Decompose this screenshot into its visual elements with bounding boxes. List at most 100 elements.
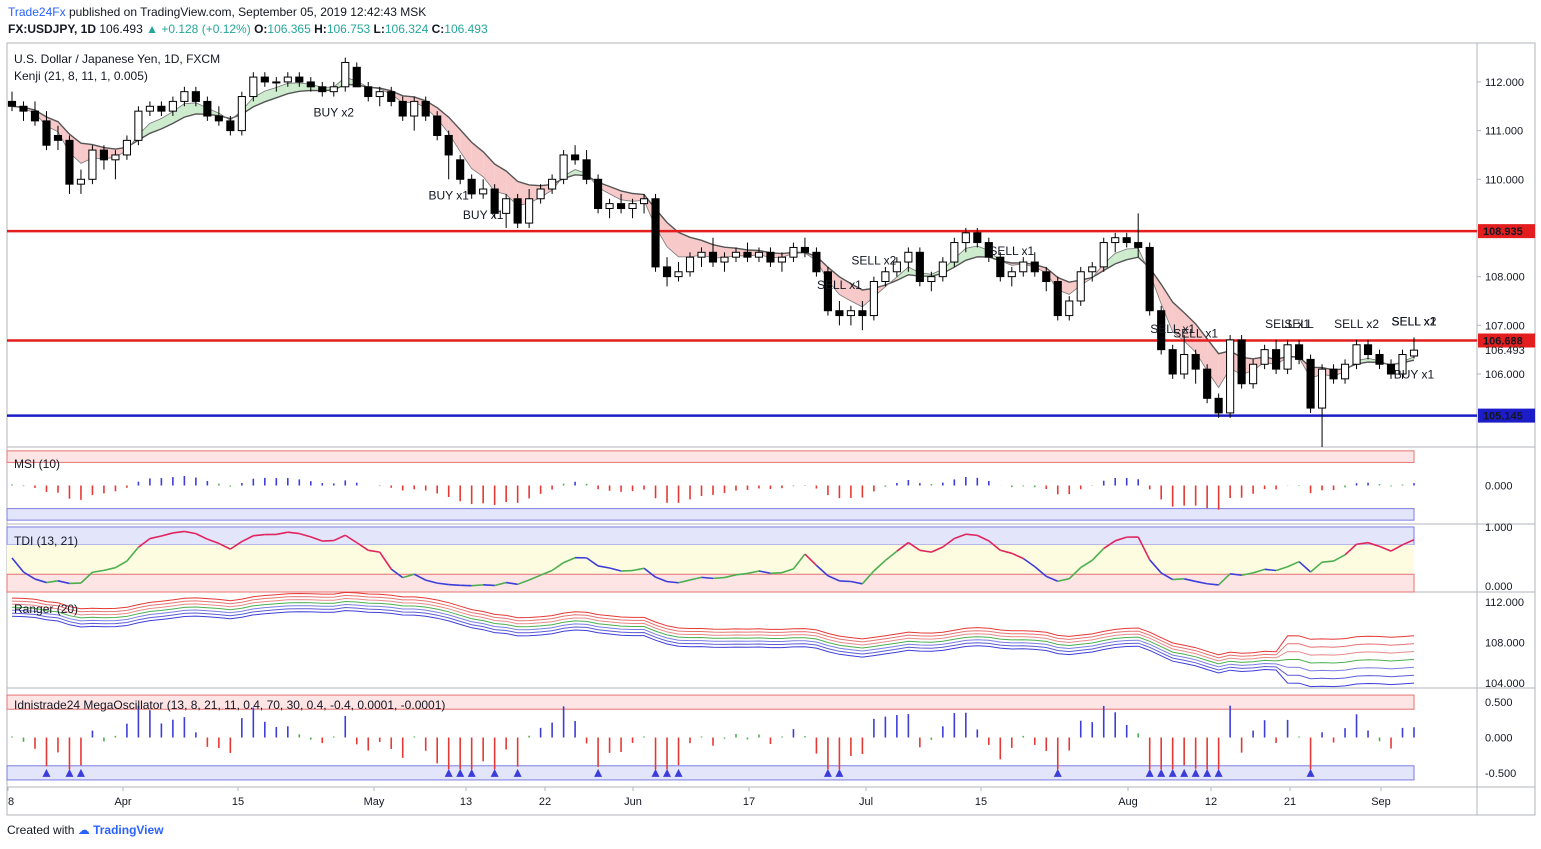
price-tick-label: 110.000 — [1485, 174, 1524, 186]
buy-signal-label: BUY x2 — [314, 106, 355, 120]
tdi-line-segment — [701, 576, 714, 580]
candle-body — [88, 149, 97, 180]
kenji-ribbon-segment — [839, 276, 851, 302]
osc-buy-marker — [1180, 768, 1189, 777]
tdi-line-segment — [770, 571, 782, 575]
candle-body — [1065, 300, 1074, 317]
tdi-line-segment — [494, 581, 507, 587]
time-tick-label: May — [364, 796, 385, 808]
tdi-line-segment — [471, 584, 484, 587]
tdi-line-segment — [1287, 560, 1300, 568]
candle-body — [754, 251, 764, 258]
tdi-line-segment — [712, 576, 725, 580]
candle-body — [697, 251, 706, 258]
tdi-line-segment — [1034, 566, 1047, 577]
msi-lower-band — [6, 508, 1415, 521]
candle-body — [1318, 368, 1327, 409]
candle-body — [651, 198, 660, 268]
osc-buy-marker — [490, 768, 499, 777]
tdi-line-segment — [1356, 541, 1369, 546]
tdi-line-segment — [92, 569, 105, 574]
candle-body — [743, 251, 752, 258]
tdi-line-segment — [1045, 575, 1059, 582]
candle-body — [145, 105, 154, 112]
sell-signal-label: SELL x1 — [989, 244, 1034, 258]
tdi-line-segment — [413, 573, 427, 581]
tdi-line-segment — [1137, 536, 1151, 561]
sell-signal-label: SELL — [1284, 317, 1314, 331]
tdi-line-segment — [1011, 552, 1024, 560]
candle-body — [283, 76, 292, 83]
candle-body — [444, 134, 453, 156]
candle-body — [467, 178, 476, 195]
candle-body — [111, 154, 120, 161]
candle-body — [203, 100, 212, 117]
sell-signal-label: SELL x2 — [1334, 317, 1379, 331]
tdi-line-segment — [1252, 568, 1265, 574]
high-label: H: — [314, 22, 327, 36]
candle-body — [456, 159, 465, 180]
tdi-line-segment — [195, 532, 208, 540]
tdi-line-segment — [1091, 547, 1105, 561]
tdi-line-segment — [1275, 565, 1288, 572]
candle-body — [904, 251, 913, 263]
tdi-line-segment — [1298, 561, 1312, 573]
candle-body — [398, 100, 407, 117]
tdi-line-segment — [1310, 561, 1323, 573]
tdi-line-segment — [747, 570, 760, 575]
candle-body — [950, 242, 959, 263]
ranger-pane-title: Ranger (20) — [14, 602, 78, 616]
tdi-line-segment — [299, 532, 312, 538]
tdi-line-segment — [1333, 554, 1346, 562]
kenji-ribbon-segment — [1161, 284, 1173, 332]
main-indicator-label: Kenji (21, 8, 11, 1, 0.005) — [14, 69, 148, 83]
kenji-ribbon-segment — [287, 82, 300, 94]
candle-body — [858, 310, 867, 317]
time-tick-label: Aug — [1118, 796, 1138, 808]
tdi-line-segment — [310, 536, 323, 542]
tdi-line-segment — [333, 534, 346, 542]
tdi-line-segment — [448, 583, 461, 587]
candle-body — [318, 86, 327, 93]
candle-body — [984, 242, 993, 258]
tdi-line-segment — [781, 568, 794, 574]
candle-body — [1111, 237, 1120, 244]
price-tick-label: 106.000 — [1485, 369, 1525, 381]
tdi-line-segment — [1057, 577, 1070, 583]
time-tick-label: 13 — [460, 796, 472, 808]
chart-frame — [6, 42, 1536, 816]
ranger-band-line — [11, 600, 1415, 665]
candle-body — [352, 66, 361, 88]
ranger-tick-label: 112.000 — [1485, 597, 1524, 609]
tdi-line-segment — [873, 559, 886, 572]
tdi-line-segment — [827, 575, 840, 582]
candle-body — [639, 198, 649, 205]
tdi-line-segment — [1367, 541, 1380, 548]
candle-body — [1099, 242, 1108, 268]
tdi-line-segment — [1230, 573, 1242, 577]
candle-body — [869, 281, 878, 317]
candle-body — [479, 188, 488, 195]
tdi-line-segment — [528, 574, 541, 581]
candle-body — [1226, 339, 1235, 414]
ranger-tick-label: 104.000 — [1485, 678, 1525, 690]
tdi-line-segment — [80, 571, 93, 584]
osc-buy-marker — [1306, 768, 1315, 777]
ranger-band-line — [11, 603, 1415, 672]
candle-body — [1145, 246, 1154, 312]
tdi-line-segment — [1160, 572, 1174, 581]
last-price-axis-label: 106.493 — [1485, 345, 1525, 357]
kenji-ribbon-segment — [1126, 248, 1139, 260]
tdi-line-segment — [597, 565, 610, 569]
tdi-line-segment — [23, 571, 36, 580]
osc-buy-marker — [1145, 768, 1154, 777]
tdi-line-segment — [976, 534, 990, 542]
tradingview-brand[interactable]: TradingView — [93, 823, 164, 837]
osc-buy-marker — [76, 768, 85, 777]
publisher-name[interactable]: Trade24Fx — [8, 5, 66, 19]
candle-body — [1283, 344, 1292, 370]
candle-body — [731, 251, 741, 258]
candle-body — [490, 188, 499, 214]
osc-buy-marker — [65, 768, 74, 777]
